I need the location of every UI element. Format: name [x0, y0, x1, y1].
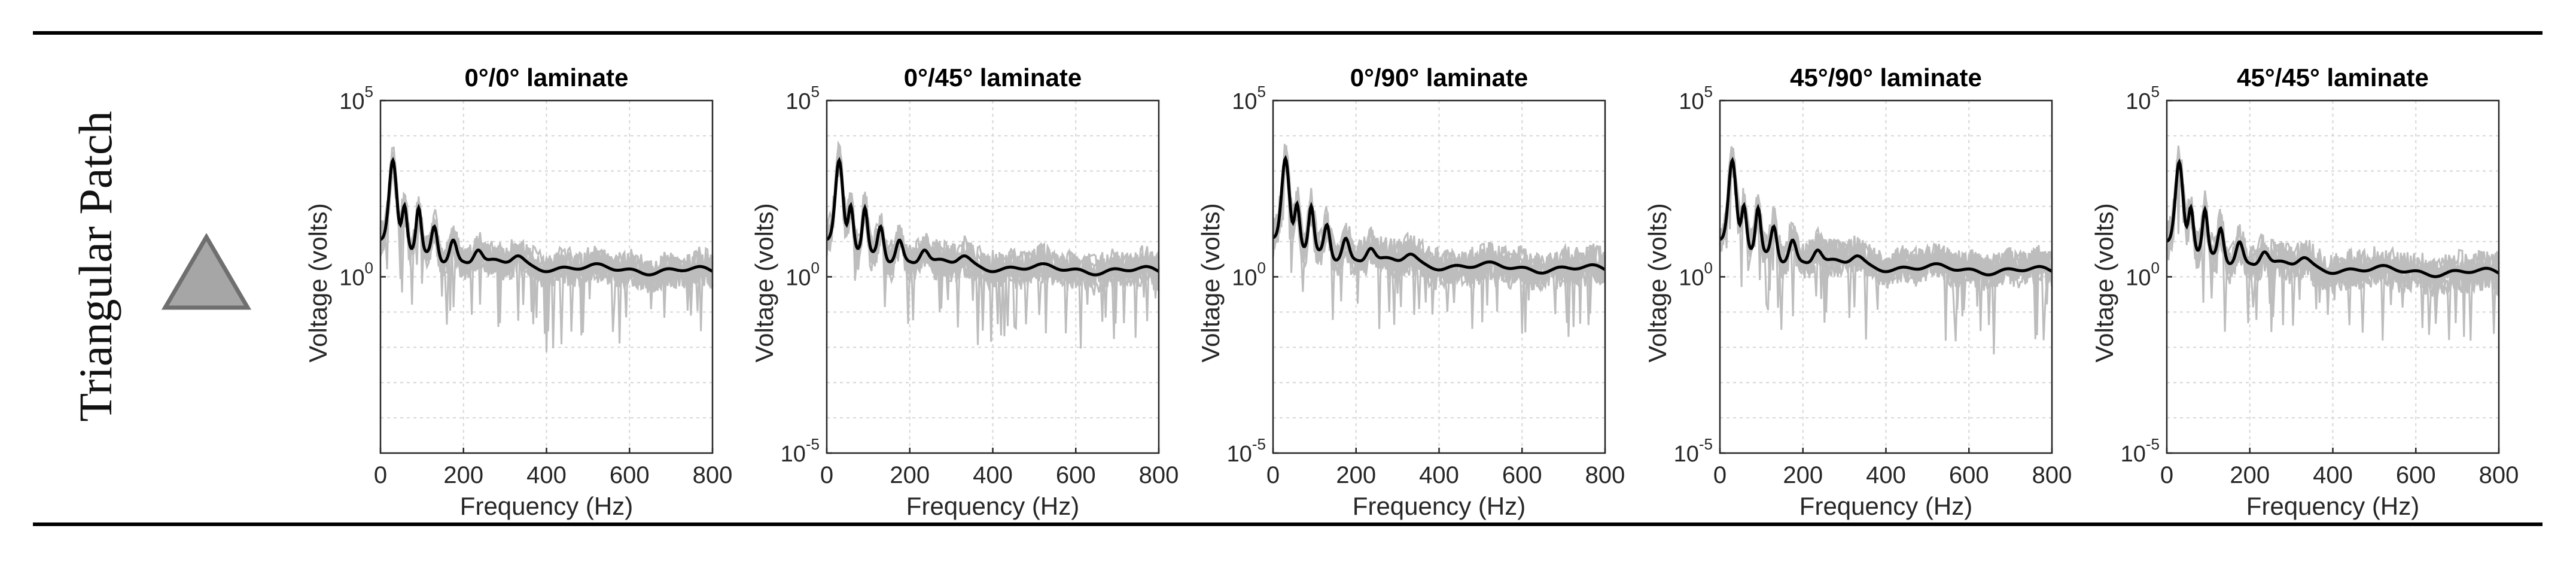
x-tick-label: 800 [2032, 462, 2072, 488]
x-tick-label: 200 [890, 462, 930, 488]
x-tick-label: 0 [1266, 462, 1280, 488]
x-tick-label: 800 [1585, 462, 1625, 488]
series-mean-trace [826, 156, 1160, 277]
x-axis-label: Frequency (Hz) [1353, 492, 1525, 520]
y-tick-label: 10-5 [781, 435, 820, 467]
chart-title: 45°/45° laminate [2237, 63, 2429, 92]
y-tick-label: 100 [2126, 259, 2160, 291]
y-tick-label: 105 [1679, 83, 1713, 114]
x-tick-label: 600 [1949, 462, 1989, 488]
x-tick-label: 200 [1336, 462, 1376, 488]
x-tick-label: 600 [1056, 462, 1096, 488]
x-tick-label: 200 [443, 462, 483, 488]
x-axis-label: Frequency (Hz) [1799, 492, 1972, 520]
x-tick-label: 600 [1502, 462, 1542, 488]
y-tick-label: 100 [1679, 259, 1713, 291]
series-mean-trace [1272, 154, 1606, 275]
plot-panel-3: 0 200 400 600 800 105 100 10-5 0°/90° laminate Fr… [1196, 63, 1625, 520]
y-tick-label: 105 [785, 83, 820, 114]
y-axis-label: Voltage (volts) [1196, 203, 1225, 362]
y-tick-label: 10-5 [1674, 435, 1713, 467]
y-tick-label: 100 [785, 259, 820, 291]
y-tick-label: 105 [2126, 83, 2160, 114]
x-tick-label: 800 [693, 462, 733, 488]
series-individual-trace [2166, 154, 2500, 341]
x-tick-label: 0 [2160, 462, 2173, 488]
x-tick-label: 400 [973, 462, 1013, 488]
x-tick-label: 0 [1713, 462, 1727, 488]
y-axis-label: Voltage (volts) [304, 203, 332, 362]
x-tick-label: 0 [820, 462, 833, 488]
y-axis-label: Voltage (volts) [2090, 203, 2118, 362]
bottom-rule [33, 522, 2542, 526]
x-axis-label: Frequency (Hz) [2246, 492, 2419, 520]
x-tick-label: 400 [1866, 462, 1906, 488]
plot-panel-2: 0 200 400 600 800 105 100 10-5 0°/45° laminate Fr… [750, 63, 1179, 520]
x-tick-label: 200 [1783, 462, 1823, 488]
y-axis-label: Voltage (volts) [1643, 203, 1671, 362]
series-mean-trace [380, 156, 714, 277]
y-tick-label: 100 [339, 259, 373, 291]
x-tick-label: 400 [526, 462, 567, 488]
y-axis-label: Voltage (volts) [750, 203, 778, 362]
series-individual-trace [1719, 160, 2053, 285]
x-tick-label: 600 [610, 462, 650, 488]
x-tick-label: 200 [2230, 462, 2270, 488]
y-tick-label: 10-5 [1227, 435, 1266, 467]
x-tick-label: 800 [2479, 462, 2519, 488]
chart-title: 45°/90° laminate [1790, 63, 1982, 92]
x-axis-label: Frequency (Hz) [906, 492, 1079, 520]
plot-panel-5: 0 200 400 600 800 105 100 10-5 45°/45° laminate F… [2090, 63, 2519, 520]
top-rule [33, 31, 2542, 35]
x-tick-label: 600 [2396, 462, 2436, 488]
series-individual-trace [1272, 144, 1606, 324]
y-tick-label: 105 [339, 83, 373, 114]
plot-panel-1: 0 200 400 600 800 105 100 0°/0° laminate Frequen… [304, 63, 732, 520]
x-tick-label: 400 [1419, 462, 1459, 488]
series-mean-trace [1719, 156, 2053, 277]
y-tick-label: 105 [1232, 83, 1266, 114]
x-axis-label: Frequency (Hz) [460, 492, 633, 520]
y-tick-label: 10-5 [2121, 435, 2160, 467]
x-tick-label: 800 [1139, 462, 1179, 488]
x-tick-label: 400 [2313, 462, 2353, 488]
y-tick-label: 100 [1232, 259, 1266, 291]
chart-title: 0°/90° laminate [1350, 63, 1528, 92]
chart-title: 0°/0° laminate [464, 63, 628, 92]
series-mean-trace [2166, 158, 2500, 278]
triangle-icon [162, 233, 251, 310]
x-tick-label: 0 [374, 462, 387, 488]
chart-title: 0°/45° laminate [904, 63, 1082, 92]
plot-panel-4: 0 200 400 600 800 105 100 10-5 45°/90° laminate F… [1643, 63, 2072, 520]
